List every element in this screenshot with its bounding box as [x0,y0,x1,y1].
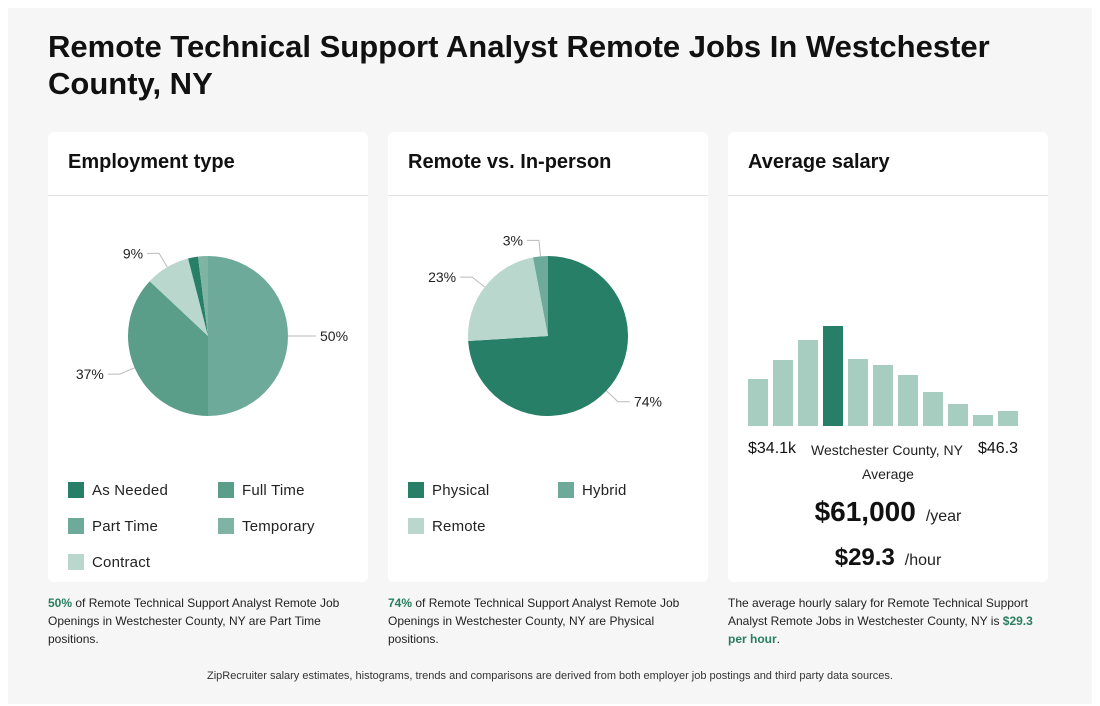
salary-footnote: The average hourly salary for Remote Tec… [728,594,1038,648]
pie-slice-full-time [128,281,208,416]
average-salary-heading: Average salary [728,132,1048,196]
salary-yearly: $61,000/year [728,496,1048,528]
legend-label: Hybrid [582,481,627,499]
pie-leader-line [460,276,486,288]
histogram-bar [798,340,818,426]
legend-label: Contract [92,553,151,571]
legend-swatch [408,482,424,498]
legend-item-hybrid: Hybrid [558,480,627,500]
histogram-bar [948,404,968,426]
pie-label-full-time: 37% [76,366,104,382]
employment-footnote: 50% of Remote Technical Support Analyst … [48,594,358,648]
legend-label: Physical [432,481,490,499]
salary-hourly-unit: /hour [904,552,942,569]
legend-label: Full Time [242,481,305,499]
histogram-bar [998,411,1018,426]
remote-vs-inperson-heading: Remote vs. In-person [388,132,708,196]
pie-slice-hybrid [533,256,548,336]
page-title: Remote Technical Support Analyst Remote … [48,29,990,101]
histogram-bar [773,360,793,426]
legend-label: Remote [432,517,486,535]
legend-swatch [218,482,234,498]
footnote-highlight: 74% [388,596,413,610]
histogram-bar [848,359,868,426]
footnote-highlight: 50% [48,596,73,610]
legend-label: Temporary [242,517,315,535]
salary-histogram [748,326,1018,426]
pie-label-part-time: 50% [320,328,348,344]
footnote-text: of Remote Technical Support Analyst Remo… [388,596,680,646]
pie-slice-temporary [197,256,208,336]
pie-leader-line [147,252,168,268]
salary-average-label: Average [862,466,914,482]
legend-swatch [558,482,574,498]
legend-swatch [218,518,234,534]
pie-slice-part-time [208,256,288,416]
legend-swatch [68,518,84,534]
legend-item-contract: Contract [68,552,150,572]
employment-pie-chart: 50% 37% 9% [76,245,348,416]
footnote-end: . [776,632,781,646]
legend-item-full-time: Full Time [218,480,305,500]
legend-swatch [408,518,424,534]
pie-label-contract: 9% [123,245,143,261]
pie-leader-line [107,367,135,375]
footnote-text: The average hourly salary for Remote Tec… [728,596,1028,628]
legend-label: Part Time [92,517,158,535]
pie-slice-as-needed [188,256,208,336]
footnote-text: of Remote Technical Support Analyst Remo… [48,596,340,646]
histogram-bar [973,415,993,426]
salary-max-label: $46.3 [978,440,1019,457]
histogram-bar-average [823,326,843,426]
histogram-bar [748,379,768,426]
employment-type-card: Employment type 50% 37% 9% As Needed Full … [48,132,368,582]
legend-item-physical: Physical [408,480,489,500]
legend-item-remote: Remote [408,516,486,536]
employment-type-heading: Employment type [48,132,368,196]
salary-location: Westchester County, NY [811,442,963,458]
remote-pie-chart: 74% 23% 3% [428,232,662,416]
histogram-bar [923,392,943,426]
page-frame: Remote Technical Support Analyst Remote … [8,8,1092,704]
pie-label-hybrid: 3% [503,232,523,248]
average-salary-card: Average salary $34.1k Westchester County… [728,132,1048,582]
pie-slice-physical [468,256,628,416]
legend-item-part-time: Part Time [68,516,158,536]
legend-item-as-needed: As Needed [68,480,168,500]
pie-slice-contract [149,258,208,336]
pie-slice-remote [468,257,548,342]
salary-hourly: $29.3/hour [728,544,1048,572]
legend-swatch [68,554,84,570]
pie-leader-line [605,390,630,403]
remote-footnote: 74% of Remote Technical Support Analyst … [388,594,698,648]
histogram-bar [873,365,893,426]
legend-item-temporary: Temporary [218,516,315,536]
salary-yearly-unit: /year [925,508,962,525]
footnote-highlight: $29.3 per hour [728,614,1033,646]
source-note: ZipRecruiter salary estimates, histogram… [207,670,893,682]
pie-label-physical: 74% [634,394,662,410]
salary-hourly-value: $29.3 [834,544,895,571]
legend-label: As Needed [92,481,169,499]
legend-swatch [68,482,84,498]
pie-leader-line [526,239,541,257]
salary-min-label: $34.1k [748,440,797,457]
remote-vs-inperson-card: Remote vs. In-person 74% 23% 3% Physical H… [388,132,708,582]
histogram-bar [898,375,918,426]
pie-label-remote: 23% [428,269,456,285]
salary-yearly-value: $61,000 [814,496,916,527]
